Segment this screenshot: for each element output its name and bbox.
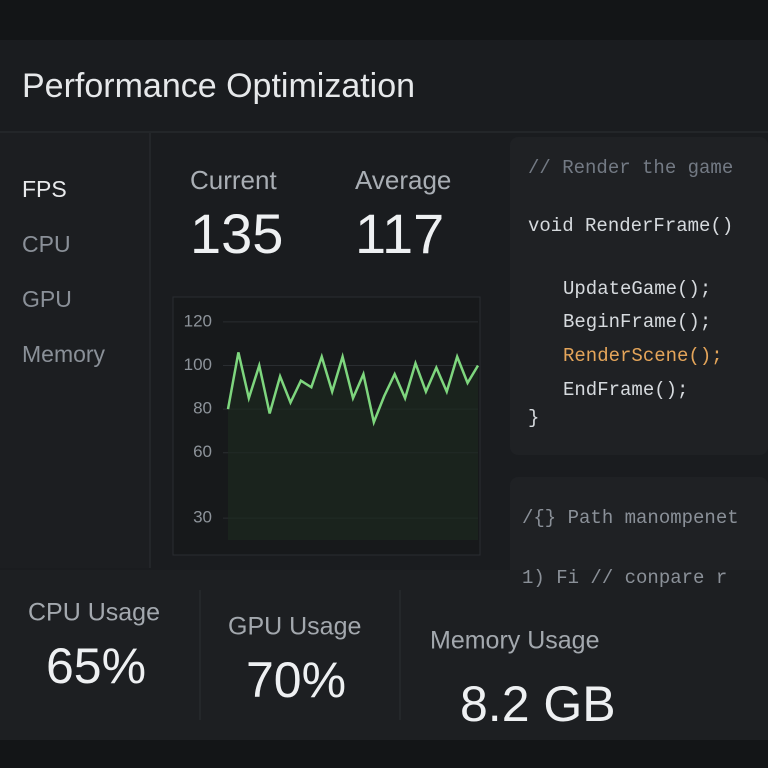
code-line: UpdateGame(); bbox=[563, 278, 711, 300]
y-tick-label: 30 bbox=[193, 508, 212, 527]
sidebar-item[interactable]: CPU bbox=[22, 231, 71, 257]
usage-bar bbox=[0, 570, 768, 740]
code-line: void RenderFrame() bbox=[528, 215, 733, 237]
usage-value: 8.2 GB bbox=[460, 676, 616, 732]
code-line: RenderScene(); bbox=[563, 345, 723, 367]
sidebar-item[interactable]: GPU bbox=[22, 286, 72, 312]
fps-line bbox=[226, 352, 480, 427]
y-tick-label: 120 bbox=[184, 311, 212, 330]
code-line: /{} Path manompenet bbox=[522, 507, 739, 529]
stat-value: 135 bbox=[190, 202, 283, 265]
y-tick-label: 80 bbox=[193, 399, 212, 418]
y-tick-label: 60 bbox=[193, 442, 212, 461]
area bbox=[228, 352, 478, 540]
sidebar bbox=[0, 133, 150, 568]
usage-label: GPU Usage bbox=[228, 613, 361, 641]
usage-label: CPU Usage bbox=[28, 599, 160, 627]
stat-value: 117 bbox=[355, 202, 444, 265]
page-title: Performance Optimization bbox=[22, 67, 415, 105]
code-line: // Render the game bbox=[528, 157, 733, 179]
code-line: } bbox=[528, 407, 539, 429]
stat-label: Average bbox=[355, 165, 451, 195]
usage-value: 65% bbox=[46, 638, 146, 694]
code-panel bbox=[510, 137, 768, 455]
y-tick-label: 100 bbox=[184, 355, 212, 374]
sidebar-item[interactable]: Memory bbox=[22, 341, 106, 367]
code-line: EndFrame(); bbox=[563, 379, 688, 401]
stat-label: Current bbox=[190, 165, 277, 195]
code-line: 1) Fi // conpare r bbox=[522, 567, 727, 589]
usage-value: 70% bbox=[246, 652, 346, 708]
sidebar-item[interactable]: FPS bbox=[22, 176, 67, 202]
usage-label: Memory Usage bbox=[430, 627, 600, 655]
code-line: BeginFrame(); bbox=[563, 311, 711, 333]
